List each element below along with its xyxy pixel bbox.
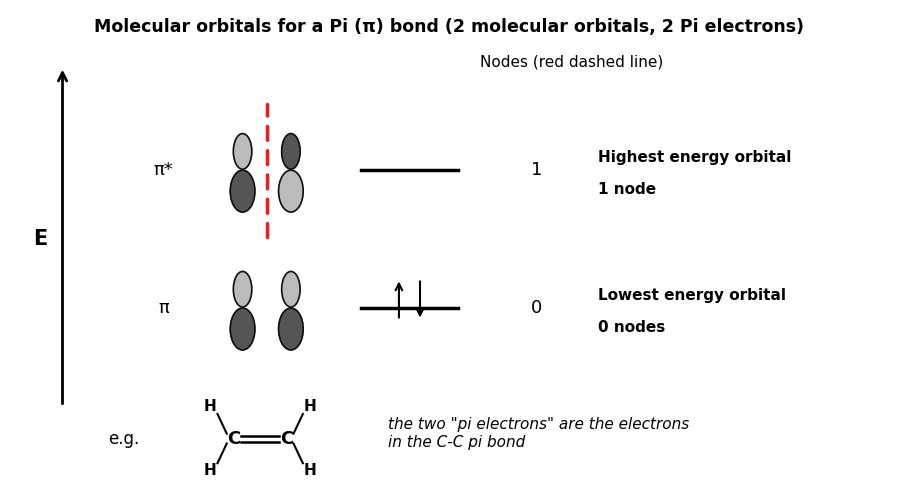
Text: π*: π*: [154, 161, 173, 179]
Ellipse shape: [282, 271, 300, 307]
Text: C: C: [227, 430, 241, 448]
Text: 0 nodes: 0 nodes: [598, 320, 665, 335]
Ellipse shape: [233, 271, 251, 307]
Text: Highest energy orbital: Highest energy orbital: [598, 150, 792, 165]
Ellipse shape: [230, 170, 255, 212]
Ellipse shape: [230, 308, 255, 350]
Text: 0: 0: [532, 299, 542, 317]
Ellipse shape: [278, 170, 304, 212]
Text: H: H: [304, 399, 316, 414]
Text: Lowest energy orbital: Lowest energy orbital: [598, 288, 787, 303]
Text: 1 node: 1 node: [598, 182, 656, 197]
Ellipse shape: [278, 308, 304, 350]
Text: H: H: [204, 399, 216, 414]
Text: Nodes (red dashed line): Nodes (red dashed line): [480, 54, 664, 69]
Ellipse shape: [233, 133, 251, 169]
Text: 1: 1: [531, 161, 542, 179]
Text: the two "pi electrons" are the electrons
in the C-C pi bond: the two "pi electrons" are the electrons…: [388, 417, 689, 450]
Text: E: E: [33, 229, 48, 249]
Text: π: π: [158, 299, 169, 317]
Text: e.g.: e.g.: [109, 430, 139, 448]
Ellipse shape: [282, 133, 300, 169]
Text: Molecular orbitals for a Pi (π) bond (2 molecular orbitals, 2 Pi electrons): Molecular orbitals for a Pi (π) bond (2 …: [94, 17, 804, 35]
Text: H: H: [304, 463, 316, 478]
Text: C: C: [280, 430, 293, 448]
Text: H: H: [204, 463, 216, 478]
